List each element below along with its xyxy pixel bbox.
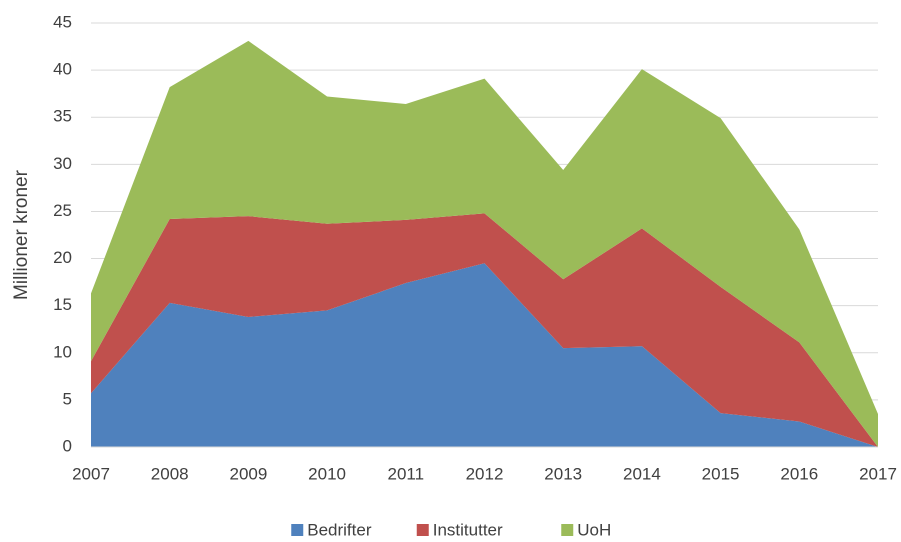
x-tick-label: 2011 — [388, 464, 425, 483]
legend-label: Institutter — [433, 520, 503, 539]
legend-label: UoH — [577, 520, 611, 539]
y-tick-label: 45 — [53, 12, 72, 31]
x-tick-label: 2014 — [623, 464, 661, 483]
y-axis-label: Millioner kroner — [11, 169, 32, 300]
x-tick-label: 2016 — [780, 464, 818, 483]
area — [91, 213, 878, 447]
y-tick-label: 0 — [63, 436, 72, 455]
y-tick-label: 25 — [53, 201, 72, 220]
area — [91, 40, 878, 447]
legend-label: Bedrifter — [307, 520, 372, 539]
y-tick-label: 10 — [53, 342, 72, 361]
legend-swatch — [291, 524, 304, 536]
legend-swatch — [561, 524, 574, 536]
x-tick-label: 2017 — [859, 464, 897, 483]
y-tick-label: 5 — [63, 389, 72, 408]
y-tick-label: 20 — [53, 248, 72, 267]
legend-swatch — [416, 524, 429, 536]
x-tick-label: 2012 — [466, 464, 504, 483]
areas — [91, 40, 878, 447]
x-tick-label: 2009 — [229, 464, 267, 483]
y-tick-label: 30 — [53, 154, 72, 173]
x-tick-label: 2010 — [308, 464, 346, 483]
x-tick-label: 2013 — [544, 464, 582, 483]
area — [91, 263, 878, 447]
x-tick-label: 2007 — [72, 464, 110, 483]
y-tick-label: 35 — [53, 107, 72, 126]
y-tick-label: 15 — [53, 295, 72, 314]
x-tick-label: 2015 — [702, 464, 740, 483]
y-tick-label: 40 — [53, 60, 72, 79]
x-tick-label: 2008 — [151, 464, 189, 483]
